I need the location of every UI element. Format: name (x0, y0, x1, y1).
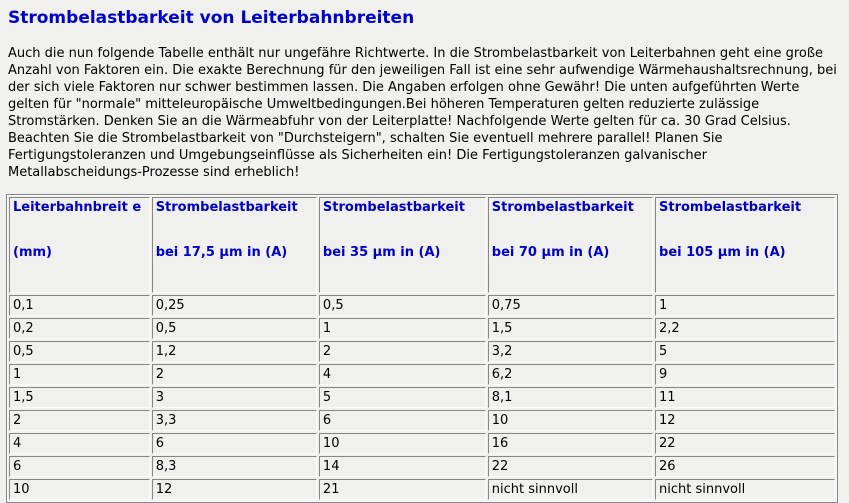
table-cell: 22 (655, 433, 835, 454)
table-cell: 6 (318, 410, 486, 431)
table-cell: 26 (655, 456, 835, 477)
table-cell: 3 (151, 387, 317, 408)
table-cell: 2 (318, 341, 486, 362)
table-cell: 10 (318, 433, 486, 454)
table-cell: 0,1 (9, 295, 150, 316)
header-line1: Strombelastbarkeit (659, 200, 802, 215)
page-title: Strombelastbarkeit von Leiterbahnbreiten (8, 8, 415, 28)
table-cell: 1 (318, 318, 486, 339)
table-cell: 4 (318, 364, 486, 385)
table-cell: 3,3 (151, 410, 317, 431)
table-cell: 1 (655, 295, 835, 316)
table-cell: 2 (9, 410, 150, 431)
header-line2: bei 17,5 µm in (A) (155, 245, 288, 260)
table-row: 0,5 1,2 2 3,2 5 (9, 341, 835, 362)
table-cell: 11 (655, 387, 835, 408)
table-cell: 21 (318, 479, 486, 500)
header-line2: (mm) (13, 245, 52, 260)
table-cell: 0,5 (151, 318, 317, 339)
table-row: 4 6 10 16 22 (9, 433, 835, 454)
table-cell: 6 (9, 456, 150, 477)
table-cell: 5 (318, 387, 486, 408)
table-cell: 3,2 (487, 341, 654, 362)
table-cell: 2 (151, 364, 317, 385)
header-capacity-105um: Strombelastbarkeit bei 105 µm in (A) (655, 197, 835, 293)
table-cell: 1,5 (487, 318, 654, 339)
table-cell: nicht sinnvoll (487, 479, 654, 500)
current-capacity-table: Leiterbahnbreit e (mm) Strombelastbarkei… (6, 194, 838, 503)
table-cell: 14 (318, 456, 486, 477)
header-line1: Leiterbahnbreit e (13, 200, 142, 215)
table-cell: 1,5 (9, 387, 150, 408)
table-cell: 16 (487, 433, 654, 454)
table-cell: 22 (487, 456, 654, 477)
table-row: 2 3,3 6 10 12 (9, 410, 835, 431)
header-line1: Strombelastbarkeit (155, 200, 298, 215)
header-line1: Strombelastbarkeit (491, 200, 634, 215)
table-cell: 12 (151, 479, 317, 500)
header-capacity-35um: Strombelastbarkeit bei 35 µm in (A) (318, 197, 486, 293)
table-row: 0,1 0,25 0,5 0,75 1 (9, 295, 835, 316)
header-trace-width: Leiterbahnbreit e (mm) (9, 197, 150, 293)
table-cell: 0,75 (487, 295, 654, 316)
table-cell: 0,25 (151, 295, 317, 316)
table-cell: 9 (655, 364, 835, 385)
table-cell: 10 (487, 410, 654, 431)
table-cell: 12 (655, 410, 835, 431)
table-row: 0,2 0,5 1 1,5 2,2 (9, 318, 835, 339)
table-row: 1,5 3 5 8,1 11 (9, 387, 835, 408)
table-row: 1 2 4 6,2 9 (9, 364, 835, 385)
table-cell: 8,1 (487, 387, 654, 408)
table-cell: 8,3 (151, 456, 317, 477)
table-cell: 10 (9, 479, 150, 500)
table-cell: 0,5 (9, 341, 150, 362)
table-cell: 1 (9, 364, 150, 385)
table-cell: 0,5 (318, 295, 486, 316)
header-line1: Strombelastbarkeit (322, 200, 465, 215)
header-capacity-17-5um: Strombelastbarkeit bei 17,5 µm in (A) (151, 197, 317, 293)
intro-paragraph: Auch die nun folgende Tabelle enthält nu… (8, 46, 837, 180)
table-cell: 2,2 (655, 318, 835, 339)
header-line2: bei 35 µm in (A) (322, 245, 441, 260)
table-cell: 6,2 (487, 364, 654, 385)
table-row: 6 8,3 14 22 26 (9, 456, 835, 477)
header-line2: bei 105 µm in (A) (659, 245, 786, 260)
table-cell: 6 (151, 433, 317, 454)
table-cell: nicht sinnvoll (655, 479, 835, 500)
table-cell: 4 (9, 433, 150, 454)
table-cell: 1,2 (151, 341, 317, 362)
header-capacity-70um: Strombelastbarkeit bei 70 µm in (A) (487, 197, 654, 293)
table-cell: 0,2 (9, 318, 150, 339)
table-row: 10 12 21 nicht sinnvoll nicht sinnvoll (9, 479, 835, 500)
table-cell: 5 (655, 341, 835, 362)
table-header-row: Leiterbahnbreit e (mm) Strombelastbarkei… (9, 197, 835, 293)
header-line2: bei 70 µm in (A) (491, 245, 610, 260)
